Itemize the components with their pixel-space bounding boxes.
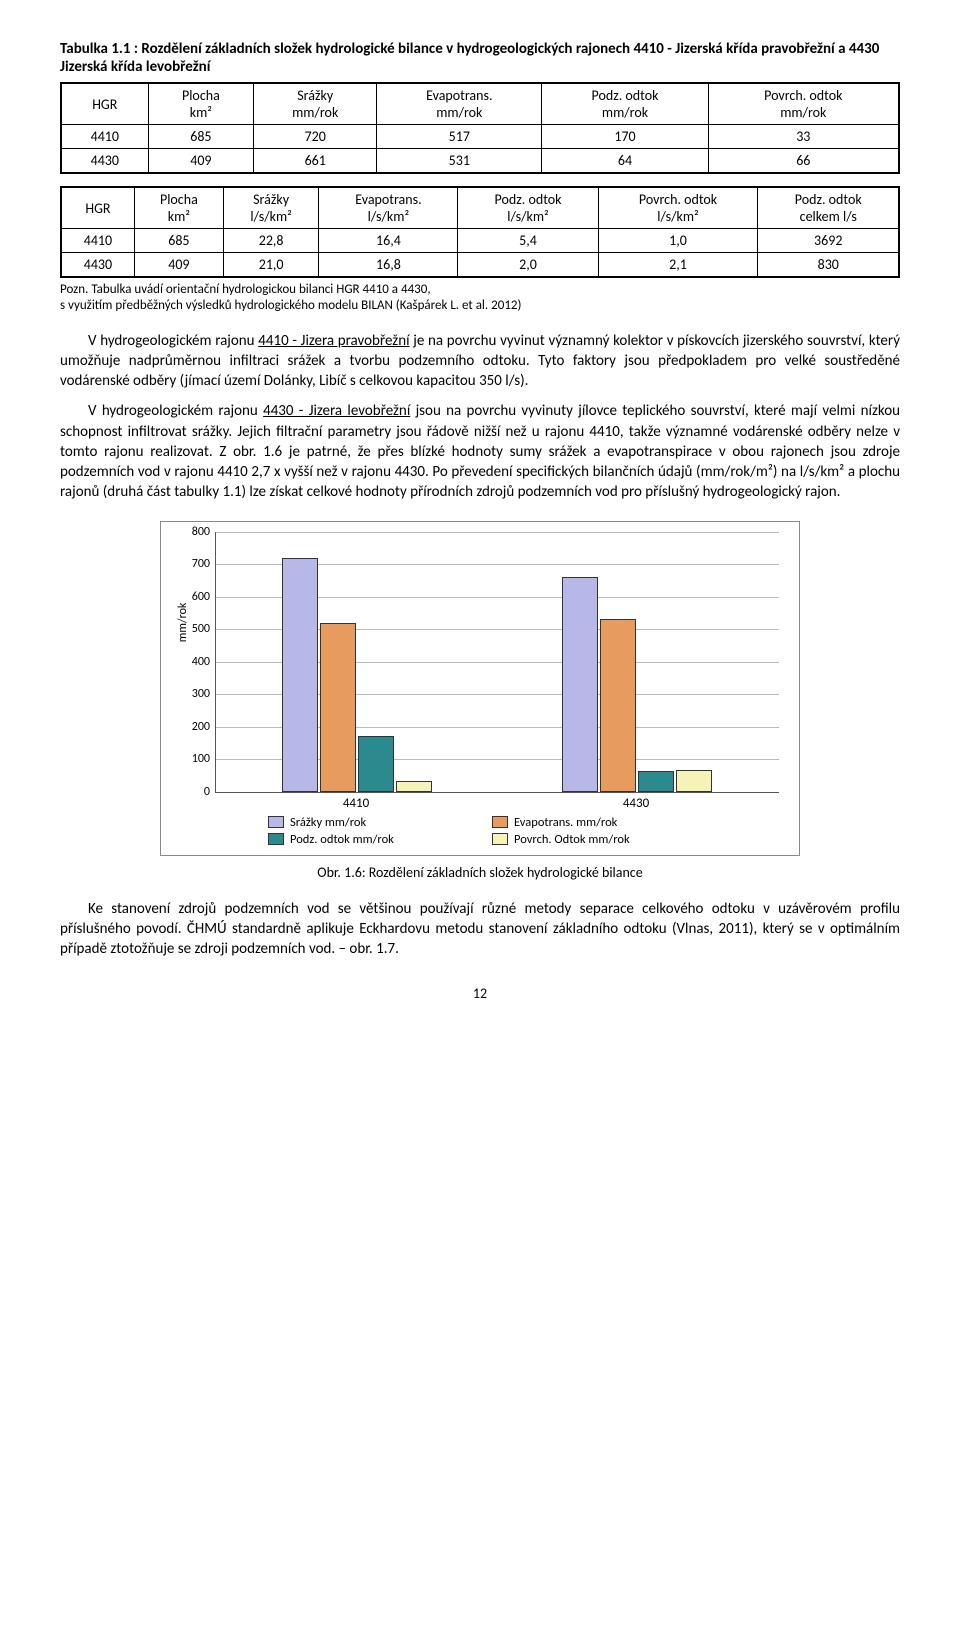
table-cell: 64 (542, 149, 708, 174)
table-row: 443040921,016,82,02,1830 (61, 253, 899, 278)
paragraph-3: Ke stanovení zdrojů podzemních vod se vě… (60, 899, 900, 960)
chart-legend: Srážky mm/rok Evapotrans. mm/rok Podz. odt… (171, 815, 789, 849)
table-row: 441068522,816,45,41,03692 (61, 229, 899, 253)
table-header: Povrch. odtokl/s/km² (598, 187, 758, 229)
table-header: Plochakm² (134, 187, 223, 229)
table-cell: 685 (148, 125, 254, 149)
table-cell: 22,8 (223, 229, 318, 253)
chart-plot: mm/rok 010020030040050060070080044104430 (215, 532, 779, 793)
table-header: Srážkyl/s/km² (223, 187, 318, 229)
p2-a: V hydrogeologickém rajonu (88, 402, 263, 420)
table-header: Podz. odtokmm/rok (542, 83, 708, 125)
legend-label: Povrch. Odtok mm/rok (514, 832, 630, 847)
table-1: HGRPlochakm²Srážkymm/rokEvapotrans.mm/ro… (60, 82, 900, 174)
legend-item: Povrch. Odtok mm/rok (492, 832, 692, 847)
legend-swatch (268, 833, 284, 845)
chart-bar (282, 558, 318, 792)
table-cell: 4410 (61, 125, 148, 149)
table-header: Povrch. odtokmm/rok (708, 83, 899, 125)
paragraph-2: V hydrogeologickém rajonu 4430 - Jizera … (60, 401, 900, 502)
chart-ytick: 300 (192, 687, 210, 701)
legend-item: Podz. odtok mm/rok (268, 832, 468, 847)
table-cell: 33 (708, 125, 899, 149)
chart-bar (638, 771, 674, 792)
table-row: 44304096615316466 (61, 149, 899, 174)
table-cell: 4430 (61, 149, 148, 174)
chart-caption: Obr. 1.6: Rozdělení základních složek hy… (60, 864, 900, 881)
table-header: Podz. odtokl/s/km² (458, 187, 598, 229)
chart-ytick: 0 (204, 785, 210, 799)
legend-swatch (492, 816, 508, 828)
chart-ytick: 700 (192, 557, 210, 571)
table-cell: 685 (134, 229, 223, 253)
legend-label: Podz. odtok mm/rok (290, 832, 394, 847)
table-header: Podz. odtokcelkem l/s (758, 187, 899, 229)
legend-swatch (492, 833, 508, 845)
p1-a: V hydrogeologickém rajonu (88, 332, 258, 350)
table-row: 441068572051717033 (61, 125, 899, 149)
legend-label: Srážky mm/rok (290, 815, 366, 830)
table-header: Plochakm² (148, 83, 254, 125)
legend-item: Srážky mm/rok (268, 815, 468, 830)
table-cell: 830 (758, 253, 899, 278)
chart-xcat: 4430 (623, 796, 649, 811)
chart-ytick: 600 (192, 590, 210, 604)
table-cell: 170 (542, 125, 708, 149)
table-cell: 661 (254, 149, 377, 174)
table-cell: 531 (377, 149, 542, 174)
chart-bar (600, 619, 636, 792)
chart-bar (676, 770, 712, 791)
chart-bar (396, 781, 432, 792)
chart-bar (562, 577, 598, 792)
chart-bar (320, 623, 356, 791)
table-header: Evapotrans.mm/rok (377, 83, 542, 125)
table-2: HGRPlochakm²Srážkyl/s/km²Evapotrans.l/s/… (60, 186, 900, 278)
table-note: Pozn. Tabulka uvádí orientační hydrologi… (60, 282, 900, 315)
table-cell: 5,4 (458, 229, 598, 253)
table-cell: 66 (708, 149, 899, 174)
chart-ytick: 500 (192, 622, 210, 636)
chart-ylabel: mm/rok (176, 602, 190, 642)
table-cell: 21,0 (223, 253, 318, 278)
table-cell: 4430 (61, 253, 134, 278)
table-cell: 2,1 (598, 253, 758, 278)
legend-item: Evapotrans. mm/rok (492, 815, 692, 830)
chart-xcat: 4410 (343, 796, 369, 811)
table-cell: 2,0 (458, 253, 598, 278)
paragraph-1: V hydrogeologickém rajonu 4410 - Jizera … (60, 331, 900, 392)
table-cell: 16,8 (319, 253, 458, 278)
page-number: 12 (60, 985, 900, 1002)
chart-container: mm/rok 010020030040050060070080044104430… (160, 521, 800, 856)
table-cell: 16,4 (319, 229, 458, 253)
chart-ytick: 100 (192, 752, 210, 766)
table-header: Evapotrans.l/s/km² (319, 187, 458, 229)
table-cell: 409 (134, 253, 223, 278)
table-cell: 409 (148, 149, 254, 174)
legend-label: Evapotrans. mm/rok (514, 815, 617, 830)
table-cell: 517 (377, 125, 542, 149)
table-cell: 4410 (61, 229, 134, 253)
table-title: Tabulka 1.1 : Rozdělení základních slože… (60, 40, 900, 76)
table-cell: 3692 (758, 229, 899, 253)
table-header: HGR (61, 83, 148, 125)
chart-ytick: 400 (192, 655, 210, 669)
table-cell: 1,0 (598, 229, 758, 253)
table-cell: 720 (254, 125, 377, 149)
chart-bar (358, 736, 394, 791)
table-header: Srážkymm/rok (254, 83, 377, 125)
table-header: HGR (61, 187, 134, 229)
chart-ytick: 200 (192, 720, 210, 734)
p2-underline: 4430 - Jizera levobřežní (263, 402, 410, 420)
chart-ytick: 800 (192, 525, 210, 539)
p1-underline: 4410 - Jizera pravobřežní (258, 332, 409, 350)
legend-swatch (268, 816, 284, 828)
